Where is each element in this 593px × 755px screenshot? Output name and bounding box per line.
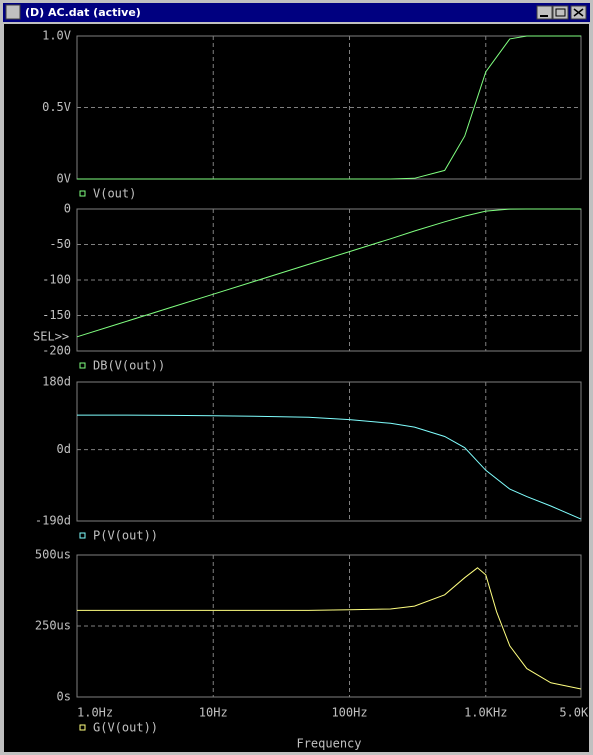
- y-tick-label: 0V: [57, 172, 71, 186]
- minimize-button[interactable]: [536, 5, 553, 20]
- legend-marker: [79, 190, 86, 197]
- legend-label: V(out): [93, 187, 136, 201]
- x-tick-label: 1.0Hz: [77, 706, 113, 720]
- x-tick-label: 5.0KHz: [559, 706, 593, 720]
- y-tick-label: 1.0V: [42, 29, 71, 43]
- y-tick-label: 500us: [35, 548, 71, 562]
- series-line: [77, 414, 582, 520]
- maximize-button[interactable]: [552, 5, 569, 20]
- y-tick-label: 180d: [42, 375, 71, 389]
- legend-marker: [79, 532, 86, 539]
- y-tick-label: 0: [64, 202, 71, 216]
- x-tick-label: 1.0KHz: [464, 706, 507, 720]
- legend-label: DB(V(out)): [93, 359, 165, 373]
- maximize-glyph: [555, 8, 566, 17]
- y-tick-label: 0.5V: [42, 100, 71, 114]
- plot-background: [4, 24, 589, 752]
- x-axis-title: Frequency: [296, 737, 361, 751]
- window-icon: [5, 4, 21, 20]
- x-tick-label: 100Hz: [331, 706, 367, 720]
- y-tick-label: -190d: [35, 514, 71, 528]
- title-bar: [3, 3, 590, 22]
- legend-marker: [79, 724, 86, 731]
- annotation: SEL>>: [33, 330, 69, 344]
- series-line: [77, 567, 582, 690]
- legend-label: G(V(out)): [93, 721, 158, 735]
- y-tick-label: 0s: [57, 690, 71, 704]
- series-line: [76, 208, 581, 338]
- legend-label: P(V(out)): [93, 529, 158, 543]
- y-tick-label: -50: [49, 237, 71, 251]
- x-tick-label: 10Hz: [199, 706, 228, 720]
- y-tick-label: -200: [42, 344, 71, 358]
- y-tick-label: -150: [42, 308, 71, 322]
- y-tick-label: 0d: [57, 442, 71, 456]
- legend-marker: [79, 362, 86, 369]
- series-line: [77, 35, 581, 180]
- window-title: (D) AC.dat (active): [25, 6, 141, 19]
- y-tick-label: 250us: [35, 619, 71, 633]
- close-glyph: [573, 8, 584, 17]
- y-tick-label: -100: [42, 273, 71, 287]
